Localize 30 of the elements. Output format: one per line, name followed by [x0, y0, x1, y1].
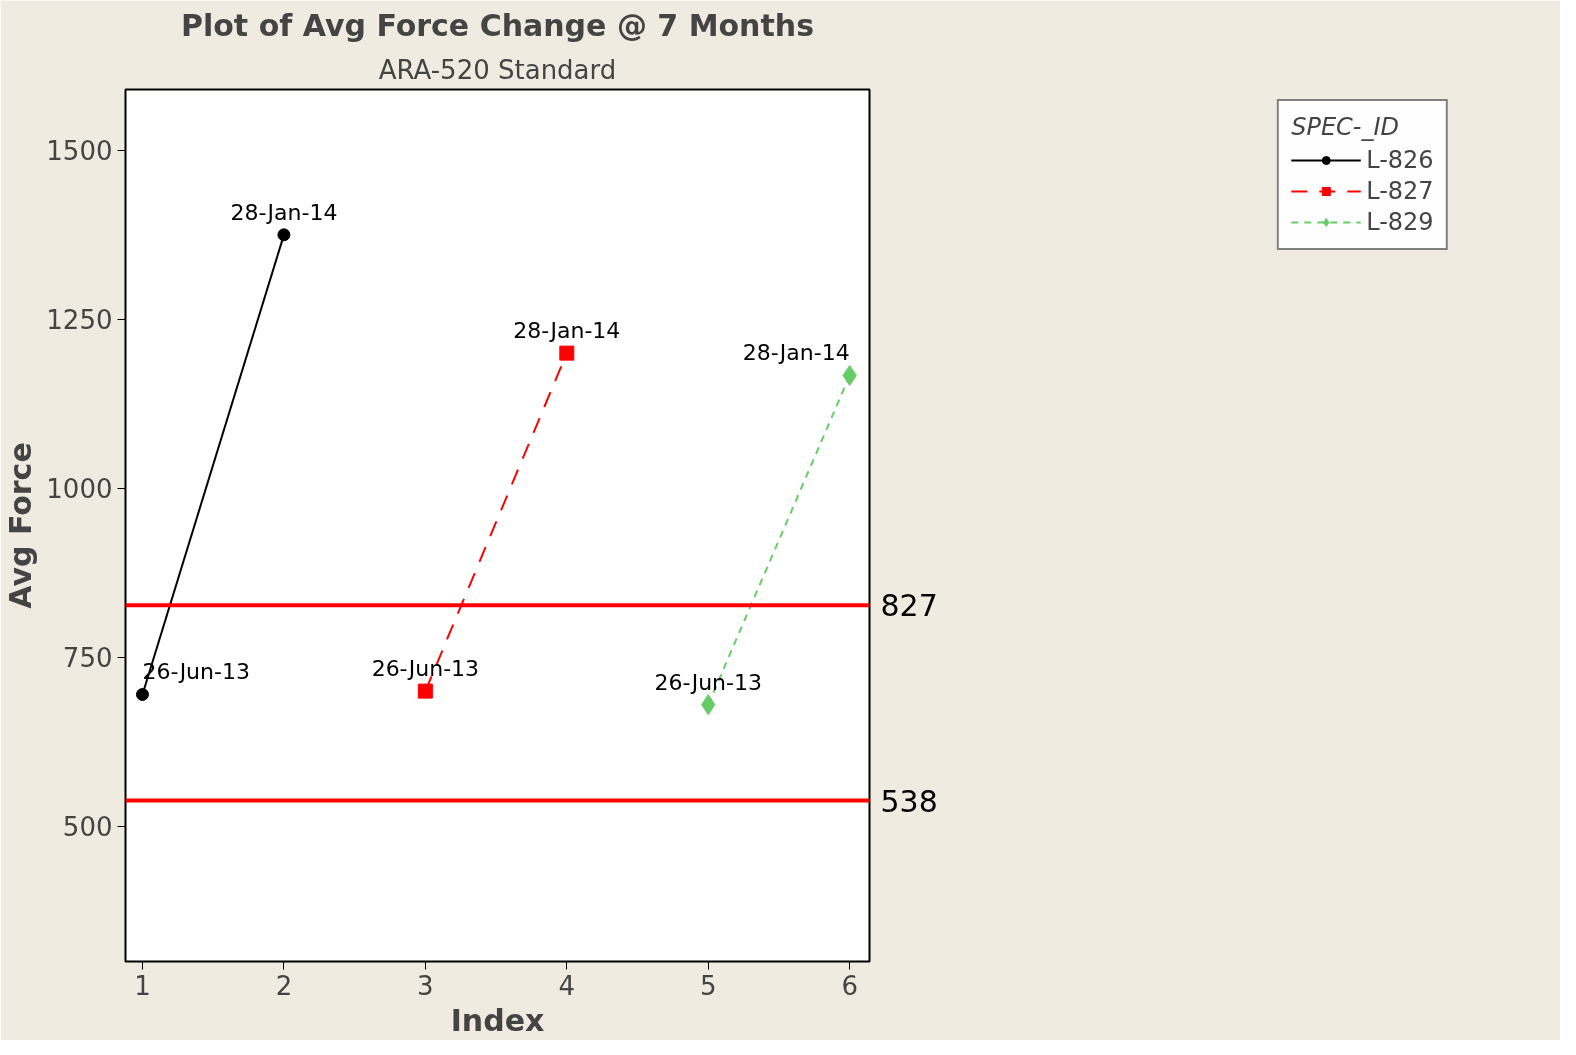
x-tick-label: 1: [134, 970, 151, 1001]
x-axis-title: Index: [450, 1002, 545, 1038]
point: [135, 688, 149, 701]
legend-title: SPEC-_ID: [1291, 113, 1401, 141]
point: [559, 345, 575, 361]
x-tick-label: 5: [699, 970, 717, 1001]
x-tick-label: 3: [417, 970, 434, 1001]
annotation: 26-Jun-13: [654, 669, 762, 695]
annotation: 28-Jan-14: [230, 199, 338, 225]
legend-label: L-827: [1366, 177, 1434, 205]
annotation: 28-Jan-14: [742, 340, 850, 366]
x-tick-label: 2: [275, 970, 293, 1001]
x-tick-label: 4: [558, 970, 576, 1001]
ref-line-label: 538: [880, 783, 938, 819]
y-axis-title: Avg Force: [3, 442, 39, 609]
y-tick-label: 1500: [46, 136, 113, 167]
point: [277, 228, 291, 242]
legend-label: L-829: [1366, 208, 1434, 236]
x-tick-label: 6: [841, 970, 858, 1001]
y-tick-label: 1000: [46, 474, 113, 505]
annotation: 26-Jun-13: [371, 656, 480, 682]
y-tick-label: 750: [62, 643, 113, 674]
annotation: 28-Jan-14: [513, 318, 621, 344]
point: [417, 683, 433, 699]
y-tick-label: 500: [62, 812, 113, 843]
chart-title: Plot of Avg Force Change @ 7 Months: [180, 7, 815, 43]
ref-line-label: 827: [880, 588, 938, 624]
y-tick-label: 1250: [46, 305, 113, 336]
chart-subtitle: ARA-520 Standard: [378, 54, 617, 85]
legend-label: L-826: [1366, 146, 1434, 174]
